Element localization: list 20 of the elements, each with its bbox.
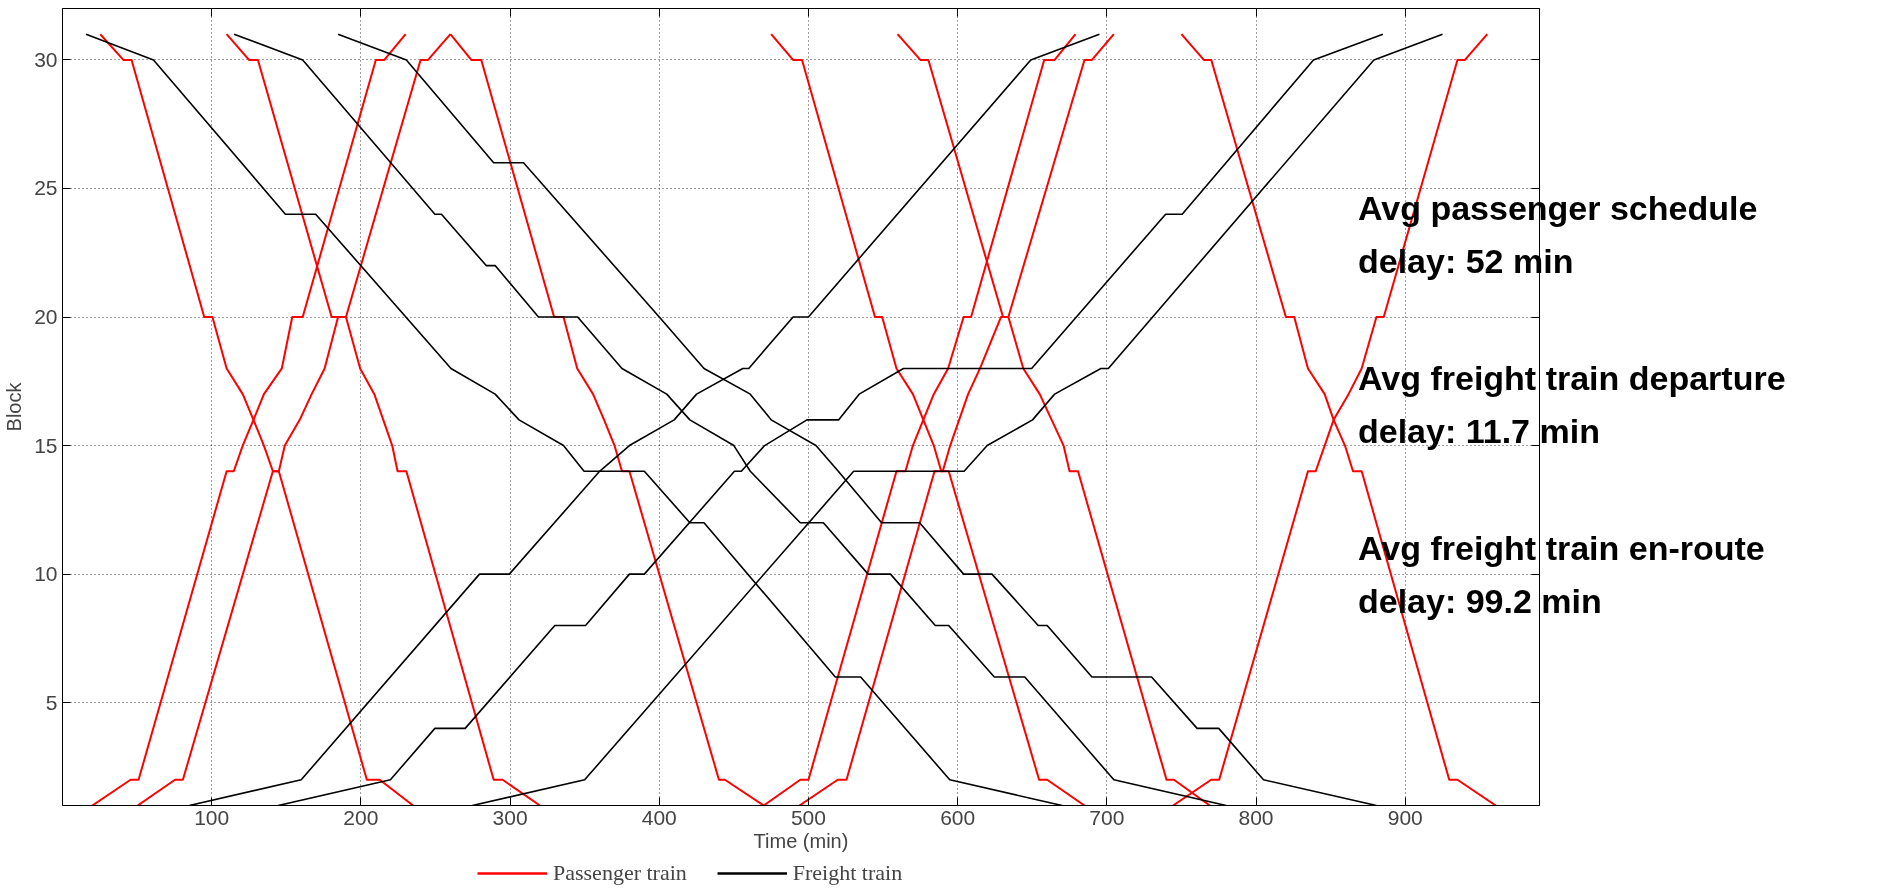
x-tick-label: 500: [790, 805, 826, 829]
x-tick-label: 400: [641, 805, 677, 829]
legend-label: Passenger train: [553, 860, 687, 886]
x-tick-label: 300: [492, 805, 528, 829]
x-axis-title: Time (min): [753, 829, 849, 852]
y-tick-label: 20: [34, 305, 58, 329]
y-tick-label: 25: [34, 176, 58, 200]
x-tick-label: 700: [1089, 805, 1125, 829]
y-tick-label: 30: [34, 47, 58, 71]
y-axis-title: Block: [3, 381, 26, 432]
legend-label: Freight train: [792, 860, 903, 886]
y-tick-label: 10: [34, 562, 58, 586]
x-tick-label: 100: [194, 805, 230, 829]
x-tick-label: 600: [940, 805, 976, 829]
x-tick-label: 900: [1387, 805, 1423, 829]
y-tick-label: 5: [45, 690, 58, 714]
x-tick-label: 200: [343, 805, 379, 829]
annotation: Avg freight train departure delay: 11.7 min: [1358, 358, 1786, 452]
x-tick-label: 800: [1238, 805, 1274, 829]
y-tick-label: 15: [34, 433, 58, 457]
